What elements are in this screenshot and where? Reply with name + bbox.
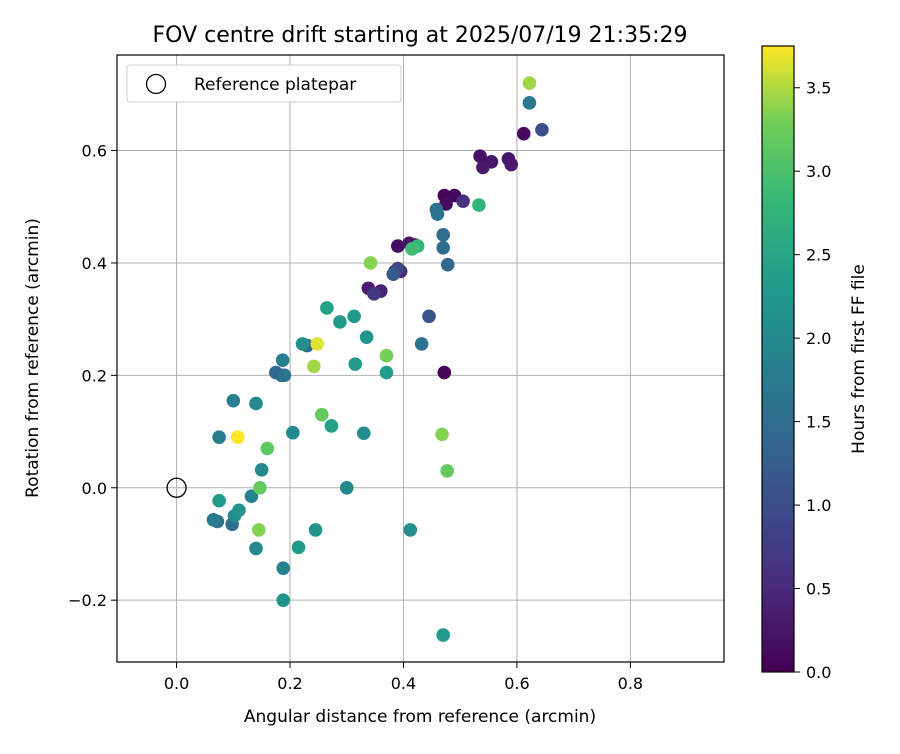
data-point (422, 309, 436, 324)
data-point (436, 240, 450, 255)
data-point (363, 256, 378, 270)
x-tick-label: 0.6 (504, 674, 529, 693)
data-point (333, 315, 347, 329)
data-point (348, 357, 363, 371)
data-point (307, 359, 321, 374)
data-point (206, 513, 221, 527)
data-point (249, 396, 263, 411)
data-point (535, 122, 549, 137)
data-point (260, 441, 275, 456)
y-tick-label: 0.0 (82, 479, 107, 498)
colorbar-tick-label: 0.0 (806, 663, 831, 682)
y-tick-label: 0.4 (82, 254, 107, 273)
colorbar-label: Hours from first FF file (849, 264, 869, 454)
x-axis-label: Angular distance from reference (arcmin) (244, 707, 596, 727)
data-point (276, 593, 291, 607)
data-point (212, 430, 226, 444)
y-axis-ticks: −0.2 0.0 0.2 0.4 0.6 (68, 142, 117, 610)
data-point (379, 365, 394, 380)
data-point (231, 430, 245, 444)
data-point (308, 523, 323, 537)
chart-title: FOV centre drift starting at 2025/07/19 … (153, 23, 688, 48)
legend-label: Reference platepar (194, 75, 356, 95)
data-point (522, 95, 537, 110)
data-point (379, 348, 394, 363)
data-point (244, 489, 259, 503)
x-tick-label: 0.2 (277, 674, 302, 693)
data-point (286, 425, 300, 440)
data-point (232, 503, 246, 518)
data-point (339, 480, 354, 495)
data-point (314, 407, 329, 422)
data-point (476, 160, 490, 175)
scatter-points (206, 76, 549, 642)
colorbar-ticks: 0.0 0.5 1.0 1.5 2.0 2.5 3.0 3.5 (794, 79, 831, 682)
y-tick-label: 0.6 (82, 142, 107, 161)
data-point (253, 480, 267, 495)
y-tick-label: −0.2 (68, 591, 107, 610)
data-point (440, 257, 455, 272)
data-point (403, 523, 418, 537)
data-point (414, 337, 429, 351)
data-point (252, 523, 266, 537)
data-point (516, 126, 531, 141)
data-point (356, 426, 371, 441)
data-point (226, 393, 241, 408)
data-point (405, 242, 419, 256)
data-point (291, 540, 306, 555)
data-point (324, 419, 339, 433)
x-tick-label: 0.0 (164, 674, 189, 693)
data-point (276, 561, 291, 575)
data-point (275, 353, 290, 367)
reference-marker (166, 477, 187, 498)
data-point (504, 157, 519, 172)
data-point (472, 198, 486, 212)
x-axis-ticks: 0.0 0.2 0.4 0.6 0.8 (164, 662, 643, 693)
colorbar-gradient (761, 45, 795, 673)
data-point (212, 493, 226, 508)
colorbar: 0.0 0.5 1.0 1.5 2.0 2.5 3.0 3.5 Hours from firs… (761, 45, 869, 682)
x-tick-label: 0.4 (391, 674, 416, 693)
y-axis-label: Rotation from reference (arcmin) (23, 218, 43, 498)
data-point (254, 462, 269, 477)
data-point (473, 149, 487, 163)
data-point (295, 337, 310, 351)
data-point (440, 464, 454, 478)
data-point (386, 267, 401, 281)
grid-lines (117, 55, 724, 662)
data-point (522, 76, 537, 90)
data-point (277, 368, 292, 383)
data-point (367, 287, 381, 301)
data-point (435, 427, 449, 442)
colorbar-tick-label: 1.5 (806, 413, 831, 432)
legend-box (126, 64, 402, 103)
data-point (430, 207, 445, 221)
data-point (310, 337, 325, 351)
data-point (456, 194, 470, 208)
reference-layer (166, 477, 187, 498)
plot-frame (116, 54, 725, 663)
data-point (436, 228, 450, 242)
colorbar-tick-label: 1.0 (806, 496, 831, 515)
colorbar-tick-label: 2.5 (806, 246, 831, 265)
legend: Reference platepar (126, 64, 402, 103)
legend-marker (145, 73, 167, 95)
colorbar-tick-label: 3.0 (806, 162, 831, 181)
colorbar-tick-label: 0.5 (806, 580, 831, 599)
colorbar-tick-label: 3.5 (806, 79, 831, 98)
data-point (437, 365, 452, 380)
data-point (391, 239, 405, 253)
x-tick-label: 0.8 (618, 674, 643, 693)
colorbar-tick-label: 2.0 (806, 329, 831, 348)
y-tick-label: 0.2 (82, 366, 107, 385)
data-point (436, 628, 450, 642)
data-point (249, 541, 263, 556)
data-point (347, 309, 361, 324)
data-point (359, 330, 374, 344)
data-point (320, 301, 334, 315)
